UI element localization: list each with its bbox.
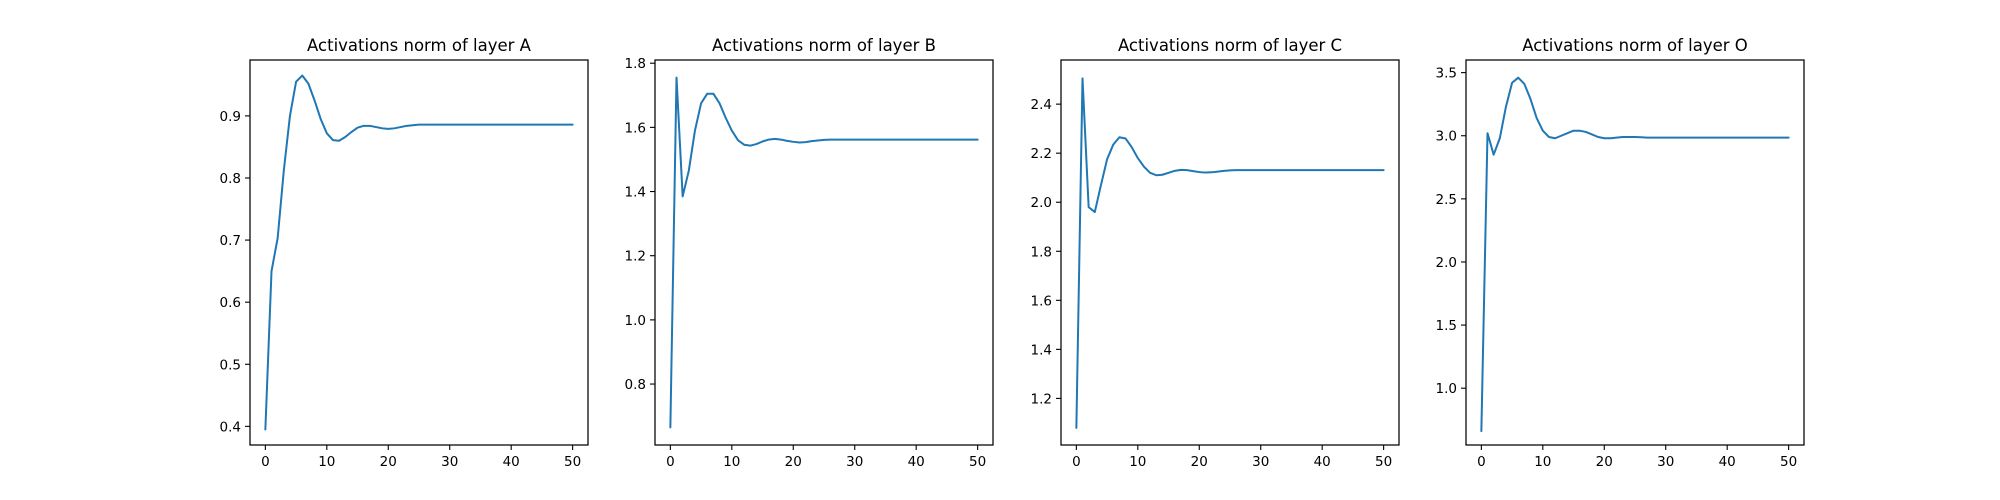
chart-4-x-tick-label: 10	[1534, 454, 1551, 470]
chart-4-x-tick-label: 30	[1657, 454, 1674, 470]
chart-4-x-tick-label: 20	[1596, 454, 1613, 470]
chart-3-series-line	[1075, 77, 1385, 429]
chart-1-title: Activations norm of layer A	[307, 36, 532, 55]
chart-1-axes-frame	[249, 59, 589, 446]
chart-2-y-tick-label: 1.4	[625, 185, 646, 201]
chart-3-x-tick-label: 20	[1191, 454, 1208, 470]
chart-4-y-tick-label: 3.5	[1436, 66, 1457, 82]
chart-2-x-tick-label: 10	[723, 454, 740, 470]
chart-3-x-tick-label: 30	[1252, 454, 1269, 470]
chart-4-y-tick-label: 1.5	[1436, 318, 1457, 334]
chart-1-y-tick-label: 0.5	[220, 357, 241, 373]
chart-3-y-tick-label: 1.6	[1031, 293, 1052, 309]
chart-4-axes-frame	[1465, 59, 1805, 446]
chart-1-y-tick-label: 0.6	[220, 295, 241, 311]
chart-2-x-tick-label: 50	[969, 454, 986, 470]
chart-3-y-tick-label: 1.2	[1031, 391, 1052, 407]
chart-2-x-tick-label: 0	[666, 454, 675, 470]
chart-3-x-tick-label: 0	[1072, 454, 1081, 470]
chart-1-x-tick-label: 30	[441, 454, 458, 470]
chart-2-x-tick-label: 40	[908, 454, 925, 470]
chart-1-y-tick-label: 0.4	[220, 419, 241, 435]
chart-1-x-tick-label: 0	[261, 454, 270, 470]
chart-3-x-tick-label: 40	[1314, 454, 1331, 470]
chart-3-y-tick-label: 2.4	[1031, 97, 1052, 113]
chart-4-y-tick-label: 3.0	[1436, 129, 1457, 145]
chart-1-series-line	[264, 74, 574, 431]
chart-1-x-tick-label: 10	[318, 454, 335, 470]
chart-3-x-tick-label: 50	[1375, 454, 1392, 470]
chart-4-y-tick-label: 1.0	[1436, 381, 1457, 397]
chart-2-series-line	[669, 76, 979, 429]
chart-1-x-tick-label: 40	[503, 454, 520, 470]
chart-4-y-tick-label: 2.5	[1436, 192, 1457, 208]
chart-3-y-tick-label: 2.2	[1031, 146, 1052, 162]
chart-1-y-tick-label: 0.8	[220, 171, 241, 187]
chart-1-x-tick-label: 20	[380, 454, 397, 470]
chart-3-y-tick-label: 2.0	[1031, 195, 1052, 211]
chart-3-y-tick-label: 1.8	[1031, 244, 1052, 260]
chart-1-y-tick-label: 0.9	[220, 109, 241, 125]
chart-3-y-tick-label: 1.4	[1031, 342, 1052, 358]
chart-4-y-tick-label: 2.0	[1436, 255, 1457, 271]
chart-4-x-tick-label: 50	[1780, 454, 1797, 470]
chart-2-y-tick-label: 0.8	[625, 377, 646, 393]
chart-3-axes-frame	[1060, 59, 1400, 446]
chart-2-title: Activations norm of layer B	[712, 36, 936, 55]
chart-panel-layer-a: Activations norm of layer A 0 10 20 30 40 50 0.…	[220, 36, 589, 470]
chart-1-y-tick-label: 0.7	[220, 233, 241, 249]
chart-1-x-tick-label: 50	[564, 454, 581, 470]
chart-4-series-line	[1480, 76, 1790, 433]
chart-2-y-tick-label: 1.0	[625, 313, 646, 329]
chart-2-y-tick-label: 1.2	[625, 249, 646, 265]
chart-4-x-tick-label: 40	[1719, 454, 1736, 470]
chart-2-y-tick-label: 1.8	[625, 56, 646, 72]
chart-panel-layer-c: Activations norm of layer C 0 10 20 30 40 50 1.…	[1031, 36, 1400, 470]
chart-3-x-tick-label: 10	[1129, 454, 1146, 470]
chart-2-x-tick-label: 30	[846, 454, 863, 470]
chart-4-x-tick-label: 0	[1477, 454, 1486, 470]
chart-2-axes-frame	[654, 59, 994, 446]
chart-4-title: Activations norm of layer O	[1522, 36, 1748, 55]
chart-panel-layer-b: Activations norm of layer B 0 10 20 30 40 50 0.…	[625, 36, 994, 470]
chart-panel-layer-o: Activations norm of layer O 0 10 20 30 40 50 1.…	[1436, 36, 1805, 470]
chart-2-x-tick-label: 20	[785, 454, 802, 470]
chart-2-y-tick-label: 1.6	[625, 120, 646, 136]
chart-3-title: Activations norm of layer C	[1118, 36, 1342, 55]
